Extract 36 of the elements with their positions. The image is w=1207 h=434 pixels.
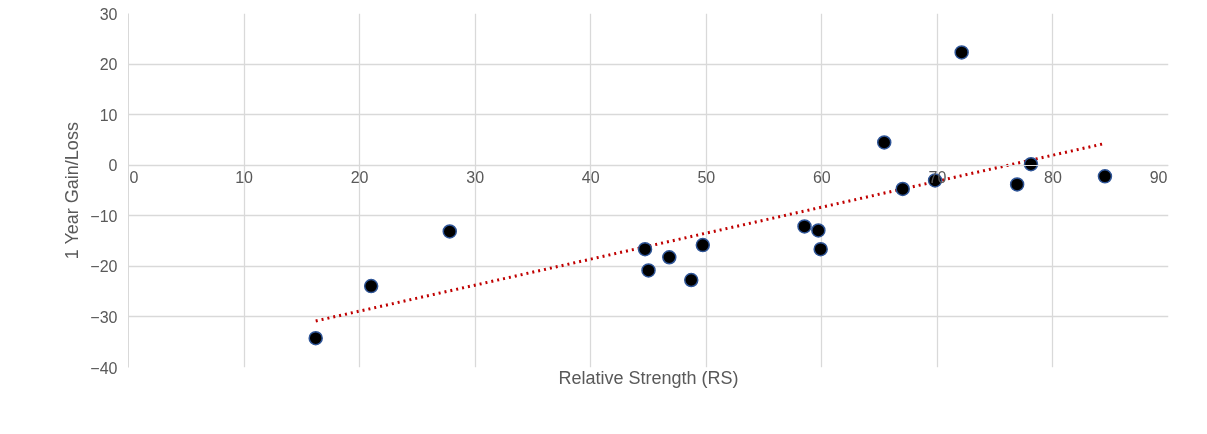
- point: [813, 241, 828, 257]
- point: [695, 237, 711, 253]
- point: [637, 241, 653, 257]
- point: [363, 278, 379, 294]
- point: [1009, 177, 1025, 192]
- y-axis-title: 1 Year Gain/Loss: [62, 122, 83, 260]
- x-tick-label: 40: [581, 169, 600, 187]
- x-tick-label: 30: [466, 169, 485, 187]
- y-tick-label: −20: [90, 258, 118, 276]
- x-tick-label: 20: [350, 169, 369, 187]
- x-tick-label: 90: [1149, 169, 1168, 187]
- point: [797, 219, 812, 234]
- point: [954, 45, 969, 60]
- point: [1023, 156, 1039, 172]
- point: [662, 250, 677, 265]
- y-tick-label: −10: [90, 207, 118, 225]
- y-tick-label: 30: [99, 5, 118, 23]
- y-tick-label: −30: [90, 308, 118, 326]
- point: [684, 272, 699, 288]
- point: [641, 263, 656, 278]
- point: [442, 224, 457, 239]
- x-axis-title: Relative Strength (RS): [558, 367, 739, 388]
- x-tick-label: 0: [129, 169, 139, 187]
- point: [1097, 169, 1113, 184]
- point: [876, 135, 892, 150]
- y-tick-label: 20: [99, 56, 118, 74]
- x-tick-label: 50: [697, 169, 716, 187]
- point: [895, 181, 910, 197]
- x-tick-label: 10: [235, 169, 254, 187]
- y-tick-label: 10: [99, 106, 118, 124]
- x-tick-label: 80: [1044, 169, 1062, 187]
- y-tick-label: −40: [90, 359, 118, 377]
- y-tick-label: 0: [108, 157, 118, 175]
- point: [811, 223, 826, 238]
- x-tick-label: 60: [812, 169, 831, 187]
- point: [308, 330, 323, 346]
